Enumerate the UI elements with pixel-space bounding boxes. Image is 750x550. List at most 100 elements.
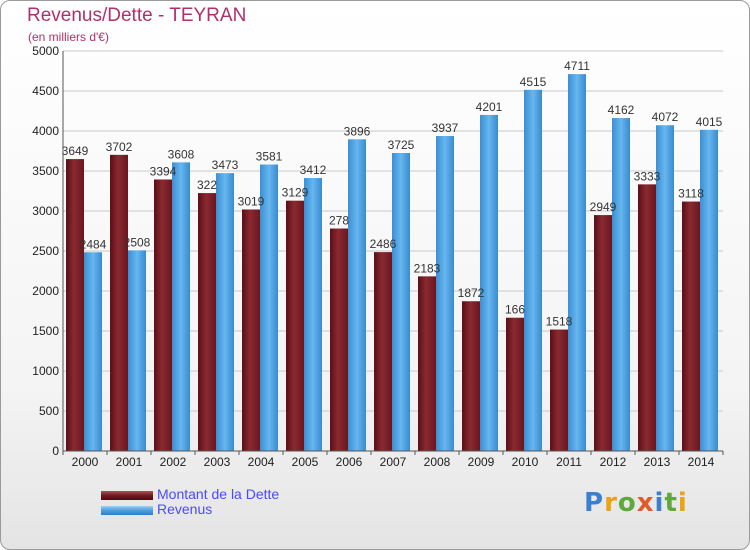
- data-label-revenus: 3581: [256, 150, 283, 164]
- data-label-revenus: 3473: [212, 158, 239, 172]
- bar-revenus: [216, 173, 234, 451]
- x-tick-label: 2003: [204, 455, 231, 469]
- bar-revenus: [612, 118, 630, 451]
- x-tick-label: 2009: [468, 455, 495, 469]
- x-tick-label: 2012: [600, 455, 627, 469]
- bar-revenus: [128, 250, 146, 451]
- bar-dette: [682, 201, 700, 451]
- x-tick-label: 2006: [336, 455, 363, 469]
- y-tick-label: 1000: [32, 364, 59, 378]
- legend-label-revenus: Revenus: [157, 501, 213, 517]
- bar-revenus: [656, 125, 674, 452]
- bar-dette: [242, 209, 260, 451]
- data-label-revenus: 4201: [476, 100, 503, 114]
- logo-letter: x: [636, 488, 655, 518]
- bar-dette: [286, 200, 304, 451]
- y-tick-label: 500: [39, 404, 59, 418]
- bar-chart: 3649 2484 3702 2508 3394 3608 322 3473 3019 3581 3…: [32, 44, 724, 469]
- bar-dette: [110, 154, 128, 451]
- x-tick-label: 2001: [116, 455, 143, 469]
- y-tick-label: 4500: [32, 84, 59, 98]
- logo-letter: t: [664, 488, 678, 518]
- x-tick-label: 2005: [292, 455, 319, 469]
- bar-dette: [66, 159, 84, 451]
- chart-subtitle: (en milliers d'€): [28, 30, 109, 44]
- logo-letter: i: [654, 488, 665, 518]
- chart-title: Revenus/Dette - TEYRAN: [27, 5, 247, 26]
- proxiti-logo: Proxiti: [584, 488, 688, 518]
- bars: [66, 74, 718, 452]
- logo-letter: r: [604, 488, 618, 518]
- y-tick-label: 3000: [32, 204, 59, 218]
- data-label-dette: 1518: [546, 315, 573, 329]
- bar-revenus: [172, 162, 190, 452]
- data-label-dette: 3118: [678, 187, 704, 201]
- legend-label-debt: Montant de la Dette: [157, 486, 280, 502]
- bar-revenus: [392, 153, 410, 451]
- y-tick-label: 2000: [32, 284, 59, 298]
- bar-revenus: [700, 129, 718, 452]
- legend-swatch-debt: [101, 491, 153, 500]
- bar-dette: [198, 193, 216, 451]
- data-label-dette: 3394: [150, 164, 177, 178]
- y-tick-label: 3500: [32, 164, 59, 178]
- bar-dette: [594, 215, 612, 451]
- bar-revenus: [348, 139, 366, 451]
- bar-dette: [506, 317, 524, 451]
- logo-letter: i: [677, 488, 688, 518]
- legend-swatch-revenus: [101, 506, 153, 515]
- bar-revenus: [260, 164, 278, 451]
- bar-dette: [374, 252, 392, 451]
- data-label-dette: 2486: [370, 237, 397, 251]
- data-label-dette: 3702: [106, 140, 133, 154]
- x-tick-label: 2000: [72, 455, 99, 469]
- data-label-revenus: 4072: [652, 110, 679, 124]
- data-label-revenus: 4015: [696, 115, 723, 129]
- bar-revenus: [304, 178, 322, 452]
- x-tick-label: 2004: [248, 455, 275, 469]
- y-tick-label: 1500: [32, 324, 59, 338]
- data-label-dette: 2183: [414, 261, 441, 275]
- bar-dette: [154, 179, 172, 452]
- y-tick-label: 4000: [32, 124, 59, 138]
- x-tick-label: 2010: [512, 455, 539, 469]
- y-tick-label: 2500: [32, 244, 59, 258]
- data-label-revenus: 4162: [608, 103, 635, 117]
- bar-dette: [638, 184, 656, 452]
- bar-dette: [418, 276, 436, 451]
- data-label-dette: 322: [197, 178, 217, 192]
- bar-dette: [550, 329, 568, 451]
- data-label-revenus: 3725: [388, 138, 415, 152]
- bar-revenus: [436, 136, 454, 452]
- data-label-revenus: 3937: [432, 121, 459, 135]
- data-label-dette: 1872: [458, 286, 485, 300]
- bar-revenus: [524, 89, 542, 452]
- data-label-revenus: 2508: [124, 235, 151, 249]
- bar-revenus: [84, 252, 102, 451]
- data-label-revenus: 2484: [80, 237, 107, 251]
- x-tick-label: 2011: [556, 455, 582, 469]
- data-label-dette: 278: [329, 214, 349, 228]
- data-label-revenus: 4711: [564, 59, 590, 73]
- axes: 0 500 1000 1500 2000 2500 3000 3500 4000 4500 5000…: [32, 44, 724, 469]
- data-label-dette: 3649: [62, 144, 89, 158]
- bar-revenus: [568, 74, 586, 452]
- x-tick-label: 2014: [688, 455, 715, 469]
- bar-revenus: [480, 114, 498, 452]
- data-label-dette: 166: [505, 303, 525, 317]
- data-label-revenus: 3608: [168, 147, 195, 161]
- x-tick-label: 2007: [380, 455, 407, 469]
- data-label-dette: 2949: [590, 200, 617, 214]
- x-tick-label: 2008: [424, 455, 451, 469]
- data-label-dette: 3333: [634, 169, 661, 183]
- bar-dette: [330, 228, 348, 451]
- logo-letter: o: [617, 488, 637, 518]
- x-tick-label: 2013: [644, 455, 671, 469]
- data-label-revenus: 4515: [520, 75, 547, 89]
- x-tick-label: 2002: [160, 455, 187, 469]
- y-tick-label: 5000: [32, 44, 59, 58]
- data-label-dette: 3129: [282, 186, 309, 200]
- data-label-revenus: 3896: [344, 124, 371, 138]
- y-tick-label: 0: [52, 444, 59, 458]
